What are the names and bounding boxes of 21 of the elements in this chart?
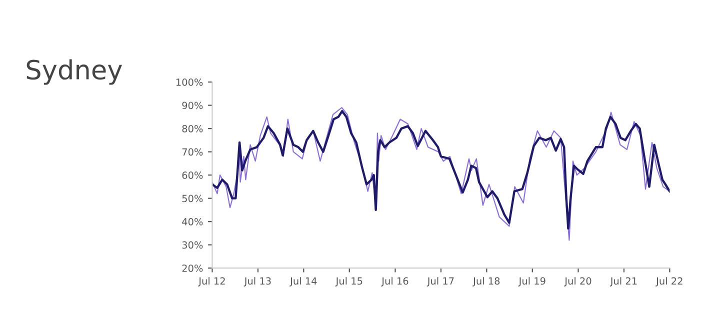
x-tick-label: Jul 16 (381, 277, 408, 286)
x-tick-label: Jul 20 (564, 277, 592, 286)
chart-title: Sydney (26, 59, 122, 85)
x-tick-label: Jul 12 (198, 277, 225, 286)
y-tick-label: 60% (182, 172, 203, 179)
y-tick-label: 20% (182, 264, 203, 272)
x-tick-label: Jul 14 (290, 277, 317, 286)
y-tick-label: 80% (182, 125, 203, 132)
y-tick-label: 70% (182, 148, 203, 156)
x-tick-label: Jul 21 (610, 277, 637, 286)
y-tick-label: 90% (182, 102, 203, 110)
y-tick-label: 40% (182, 218, 203, 226)
y-tick-label: 50% (182, 194, 203, 202)
x-tick-label: Jul 13 (244, 277, 271, 286)
x-tick-label: Jul 17 (426, 277, 454, 286)
x-tick-label: Jul 19 (518, 277, 546, 286)
y-tick-label: 30% (182, 241, 203, 249)
x-tick-label: Jul 15 (335, 277, 362, 286)
x-tick-label: Jul 22 (656, 277, 682, 286)
x-tick-label: Jul 18 (472, 277, 500, 286)
y-tick-label: 100% (176, 78, 203, 86)
